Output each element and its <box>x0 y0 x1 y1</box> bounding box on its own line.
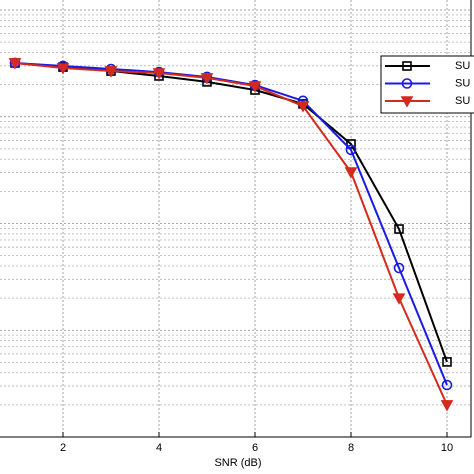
marker <box>104 66 118 78</box>
marker <box>392 293 406 305</box>
marker <box>393 262 405 274</box>
marker <box>440 400 454 412</box>
marker <box>394 224 404 234</box>
marker <box>248 81 262 93</box>
x-tick-label: 2 <box>60 442 66 454</box>
marker <box>400 96 414 108</box>
x-tick-label: 4 <box>156 442 162 454</box>
legend-label: SU <box>455 60 470 72</box>
x-tick-label: 6 <box>252 442 258 454</box>
series <box>8 58 454 412</box>
marker <box>402 61 412 71</box>
x-tick-label: 10 <box>441 442 453 454</box>
legend-label: SU <box>455 95 470 107</box>
marker <box>346 139 356 149</box>
marker <box>200 73 214 85</box>
marker <box>152 68 166 80</box>
legend: SU SU SU <box>380 55 474 114</box>
marker <box>296 101 310 113</box>
marker <box>441 379 453 391</box>
marker <box>345 144 357 156</box>
legend-label: SU <box>455 77 470 89</box>
marker <box>56 63 70 75</box>
marker <box>442 357 452 367</box>
x-axis-label: SNR (dB) <box>214 457 261 469</box>
marker <box>8 58 22 70</box>
marker <box>401 78 413 89</box>
plot-frame <box>0 0 472 438</box>
marker <box>344 167 358 179</box>
series-line <box>14 61 448 406</box>
x-tick-label: 8 <box>348 442 354 454</box>
